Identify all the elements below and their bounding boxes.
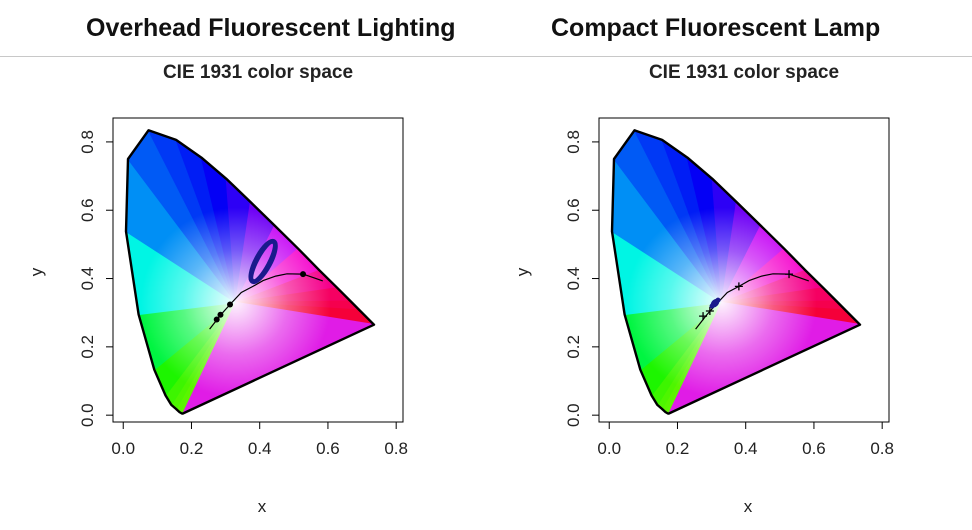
locus-marker [705,306,714,315]
spectral-locus [124,129,376,415]
x-tick-label: 0.0 [111,439,135,458]
plot-frame [112,117,404,423]
y-tick-label: 0.4 [564,267,583,291]
y-tick-label: 0.6 [564,198,583,222]
chart-title: CIE 1931 color space [163,62,353,83]
x-tick-label: 0.6 [802,439,826,458]
y-tick-label: 0.2 [78,335,97,359]
x-axis-label: x [258,497,267,516]
y-tick-label: 0.0 [564,403,583,427]
locus-marker [734,282,743,291]
locus-marker [213,316,220,323]
measurement-points [248,238,278,285]
x-axis-label: x [744,497,753,516]
y-tick-label: 0.0 [78,403,97,427]
spectral-locus [610,129,862,415]
y-tick-label: 0.8 [564,130,583,154]
x-tick-label: 0.8 [870,439,894,458]
plot-frame [598,117,890,423]
locus-marker [300,271,307,278]
x-tick-label: 0.2 [666,439,690,458]
measurement-points [709,297,721,309]
locus-marker [217,311,224,318]
panel-heading-overhead: Overhead Fluorescent Lighting [86,14,456,42]
header-divider [0,56,972,57]
chart-svg: CIE 1931 color space 0.0 0.2 0.4 0.6 0.8 0.0 0.… [513,62,894,516]
x-tick-label: 0.8 [384,439,408,458]
y-tick-label: 0.2 [564,335,583,359]
x-tick-label: 0.0 [597,439,621,458]
cie-chart-overhead: CIE 1931 color space 0.0 0.2 0.4 0.6 0.8 0.0 0.… [0,57,470,525]
chromaticity-gamut [612,130,860,414]
y-tick-label: 0.6 [78,198,97,222]
panel-heading-cfl: Compact Fluorescent Lamp [551,14,881,42]
locus-marker [699,312,708,321]
chart-svg: CIE 1931 color space 0.0 0.2 0.4 0.6 0.8 0.0 0.… [27,62,408,516]
x-tick-label: 0.4 [248,439,272,458]
cie-chart-cfl: CIE 1931 color space 0.0 0.2 0.4 0.6 0.8 0.0 0.… [486,57,956,525]
y-axis-label: y [27,267,46,276]
x-tick-label: 0.6 [316,439,340,458]
locus-marker [227,301,234,308]
locus-marker [785,270,794,279]
x-tick-label: 0.2 [180,439,204,458]
chart-title: CIE 1931 color space [649,62,839,83]
y-axis-label: y [513,267,532,276]
y-tick-label: 0.8 [78,130,97,154]
x-tick-label: 0.4 [734,439,758,458]
y-tick-label: 0.4 [78,267,97,291]
